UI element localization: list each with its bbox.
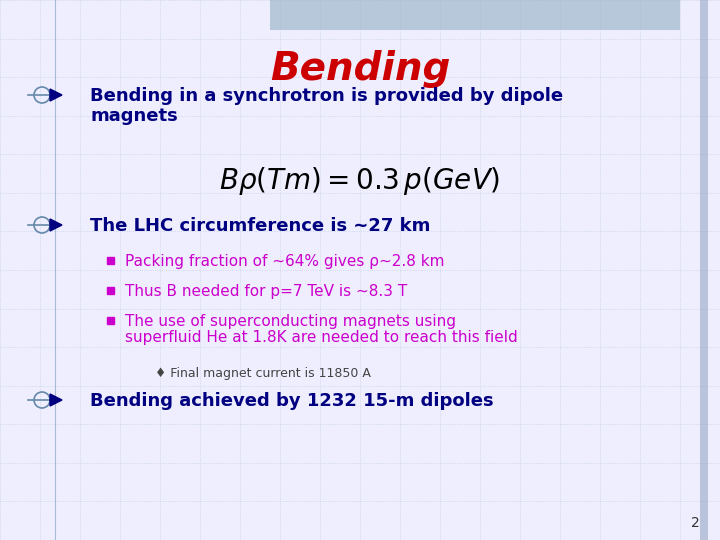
Polygon shape (50, 89, 62, 101)
Text: 2: 2 (691, 516, 700, 530)
Text: Thus B needed for p=7 TeV is ~8.3 T: Thus B needed for p=7 TeV is ~8.3 T (125, 284, 408, 299)
Bar (107, 287, 114, 294)
Text: $B\rho(Tm) = 0.3\, p(GeV)$: $B\rho(Tm) = 0.3\, p(GeV)$ (220, 165, 500, 197)
Text: Bending in a synchrotron is provided by dipole: Bending in a synchrotron is provided by … (90, 87, 563, 105)
Bar (107, 316, 114, 323)
Text: The use of superconducting magnets using: The use of superconducting magnets using (125, 314, 456, 329)
Text: Packing fraction of ~64% gives ρ~2.8 km: Packing fraction of ~64% gives ρ~2.8 km (125, 254, 444, 269)
Text: Bending achieved by 1232 15-m dipoles: Bending achieved by 1232 15-m dipoles (90, 392, 494, 410)
Text: ♦ Final magnet current is 11850 A: ♦ Final magnet current is 11850 A (155, 367, 371, 380)
Bar (700, 0, 708, 540)
Polygon shape (50, 394, 62, 406)
Bar (270, 0, 680, 30)
Bar (107, 256, 114, 264)
Polygon shape (50, 219, 62, 231)
Text: magnets: magnets (90, 107, 178, 125)
Text: Bending: Bending (270, 50, 450, 88)
Text: The LHC circumference is ~27 km: The LHC circumference is ~27 km (90, 217, 431, 235)
Text: superfluid He at 1.8K are needed to reach this field: superfluid He at 1.8K are needed to reac… (125, 330, 518, 345)
